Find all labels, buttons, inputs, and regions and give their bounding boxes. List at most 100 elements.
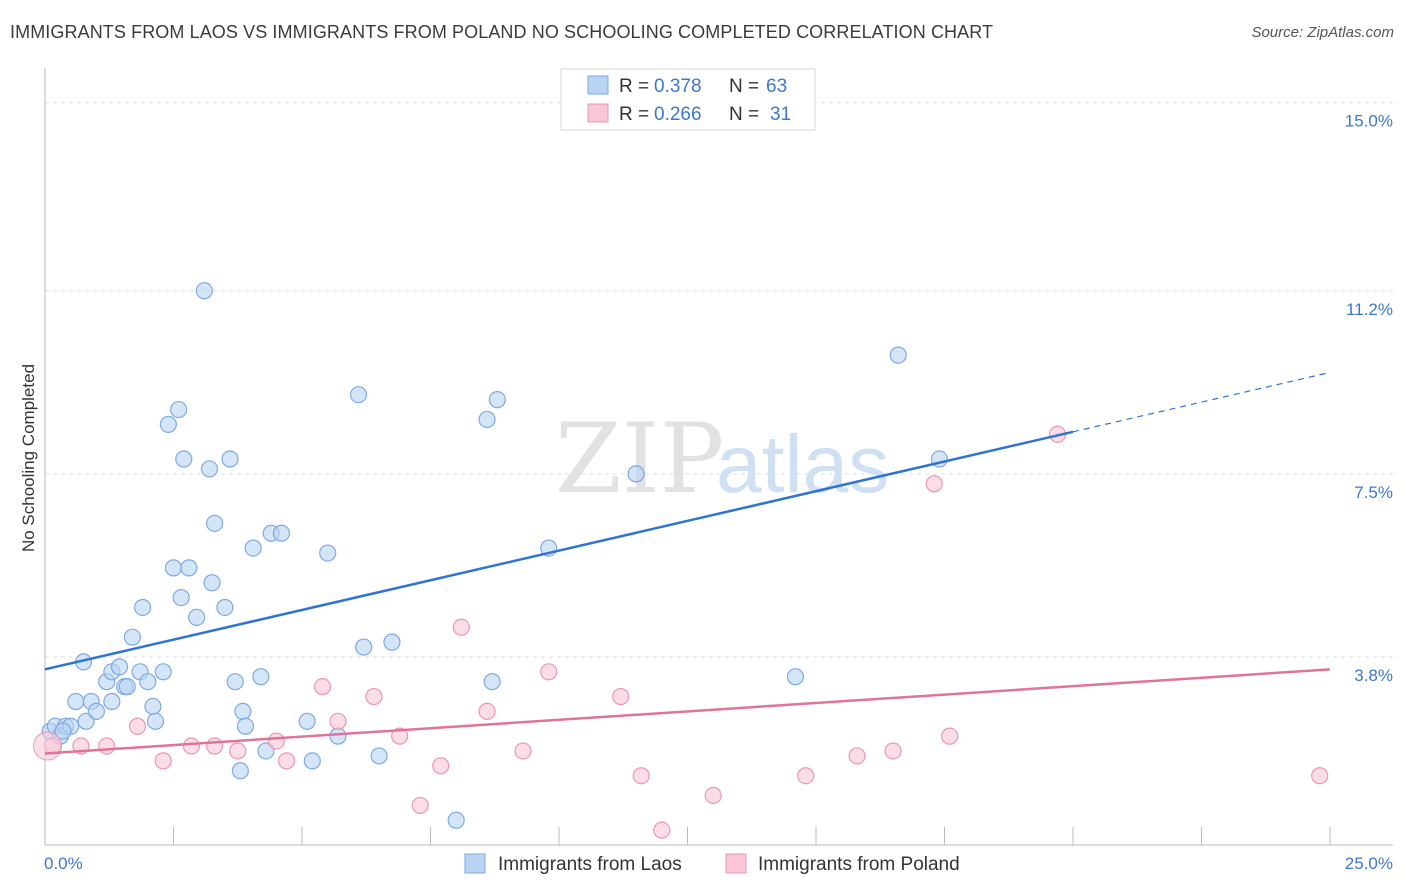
legend-box: R = 0.378 N = 63 R = 0.266 N = 31	[560, 68, 816, 131]
y-tick-labels: 3.8% 7.5% 11.2% 15.0%	[1345, 112, 1393, 685]
bottom-legend-label-poland: Immigrants from Poland	[758, 854, 960, 875]
laos-point	[236, 717, 255, 735]
watermark: ZIP atlas	[555, 403, 889, 515]
legend-n-label: N =	[729, 76, 759, 97]
poland-point	[229, 742, 247, 760]
laos-point	[244, 539, 262, 557]
poland-point	[884, 742, 902, 760]
laos-point	[118, 678, 136, 696]
laos-point	[483, 673, 501, 691]
laos-point	[889, 346, 907, 364]
laos-point	[203, 574, 221, 592]
laos-point	[77, 712, 95, 730]
x-tick-label-min: 0.0%	[44, 854, 83, 873]
laos-point	[370, 747, 388, 765]
poland-point	[612, 687, 630, 706]
legend-swatch-poland	[587, 103, 609, 123]
poland-point	[704, 786, 722, 805]
poland-point	[128, 717, 147, 735]
legend-swatch-laos	[587, 75, 609, 95]
laos-point	[110, 658, 129, 676]
bottom-legend-label-laos: Immigrants from Laos	[498, 854, 682, 875]
chart-title: IMMIGRANTS FROM LAOS VS IMMIGRANTS FROM …	[10, 22, 994, 42]
y-tick-label: 11.2%	[1346, 300, 1393, 319]
laos-point	[478, 410, 496, 429]
watermark-atlas: atlas	[716, 419, 889, 510]
y-tick-label: 15.0%	[1345, 112, 1393, 131]
laos-point	[164, 559, 183, 577]
laos-point	[329, 727, 347, 745]
poland-point	[632, 767, 650, 785]
laos-point	[231, 762, 249, 780]
laos-point	[195, 282, 213, 300]
poland-point	[33, 731, 63, 761]
laos-point	[298, 712, 316, 730]
poland-point	[313, 678, 332, 696]
laos-point	[200, 460, 219, 478]
watermark-zip: ZIP	[555, 403, 724, 515]
laos-point	[175, 450, 193, 468]
laos-point	[87, 702, 106, 720]
poland-point	[452, 618, 470, 636]
laos-point	[159, 415, 177, 433]
laos-point	[488, 391, 506, 409]
bottom-legend-swatch-poland	[725, 853, 747, 874]
laos-point	[139, 673, 157, 691]
poland-point	[514, 742, 532, 760]
poland-point	[182, 737, 201, 755]
laos-point	[627, 465, 645, 483]
legend-r-value: 0.378	[654, 76, 702, 97]
series-poland-points	[33, 425, 1329, 839]
poland-point	[478, 702, 496, 720]
poland-point	[1311, 767, 1329, 785]
poland-point	[411, 796, 429, 815]
poland-point	[391, 727, 409, 745]
laos-point	[146, 712, 165, 730]
laos-point	[172, 588, 190, 607]
laos-point	[54, 722, 72, 740]
laos-point	[226, 673, 244, 691]
y-tick-label: 7.5%	[1354, 483, 1393, 502]
laos-point	[252, 668, 270, 686]
laos-trend-extension	[1072, 371, 1331, 433]
source-label: Source: ZipAtlas.com	[1251, 24, 1394, 41]
laos-point	[786, 668, 805, 686]
bottom-legend-swatch-laos	[464, 853, 486, 874]
laos-point	[216, 598, 234, 617]
legend-n-label: N =	[729, 104, 759, 125]
laos-point	[447, 811, 465, 829]
trend-lines	[44, 371, 1331, 755]
laos-point	[154, 663, 172, 681]
grid-lines	[45, 102, 1393, 658]
poland-point	[267, 732, 285, 750]
laos-point	[180, 559, 198, 577]
laos-point	[383, 633, 401, 651]
laos-point	[134, 598, 152, 617]
laos-point	[355, 638, 373, 656]
bottom-legend: Immigrants from Laos Immigrants from Pol…	[464, 853, 960, 875]
poland-point	[925, 475, 943, 493]
laos-point	[319, 544, 337, 562]
poland-point	[432, 757, 450, 775]
laos-trend-line	[44, 430, 1074, 671]
poland-point	[848, 747, 866, 765]
laos-point	[221, 450, 239, 468]
laos-point	[188, 608, 206, 626]
legend-r-label: R =	[619, 76, 649, 97]
poland-point	[365, 687, 383, 706]
poland-point	[540, 663, 558, 681]
laos-point	[234, 702, 252, 720]
poland-point	[941, 727, 959, 745]
poland-point	[154, 752, 172, 770]
series-laos-points	[41, 282, 948, 829]
laos-point	[144, 697, 162, 716]
laos-point	[206, 514, 224, 532]
y-axis-label: No Schooling Completed	[19, 364, 38, 552]
laos-point	[123, 628, 141, 646]
poland-point	[206, 737, 224, 755]
laos-point	[67, 692, 85, 711]
laos-point	[103, 692, 121, 711]
poland-trend-line	[44, 668, 1331, 755]
legend-n-value: 63	[766, 76, 787, 97]
